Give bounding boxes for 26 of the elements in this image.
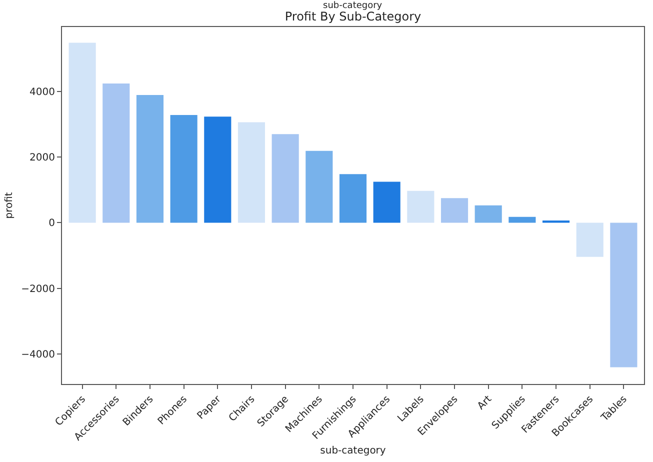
bar [576, 222, 604, 257]
y-tick-label: 0 [48, 218, 55, 230]
bar [136, 94, 164, 223]
bar [204, 116, 232, 223]
bar [238, 122, 266, 223]
bar [306, 150, 333, 223]
bar [68, 42, 96, 223]
y-tick-label: 2000 [30, 152, 55, 164]
bar [102, 83, 130, 223]
bar [170, 115, 198, 223]
bar [339, 174, 367, 223]
chart-title: Profit By Sub-Category [284, 9, 422, 24]
bar [610, 222, 638, 368]
x-axis-title: sub-category [320, 446, 386, 457]
bar [474, 205, 502, 223]
bar [440, 198, 468, 223]
y-axis-title: profit [4, 192, 16, 219]
bar [407, 190, 434, 223]
bar [508, 216, 536, 223]
x-tick-label: Art [476, 394, 494, 412]
text: sub-category [323, 1, 383, 11]
bar [373, 182, 400, 223]
y-tick-label: −2000 [21, 284, 55, 295]
bar [272, 134, 299, 223]
y-tick-label: 4000 [30, 86, 55, 98]
y-tick-label: −4000 [21, 350, 55, 361]
